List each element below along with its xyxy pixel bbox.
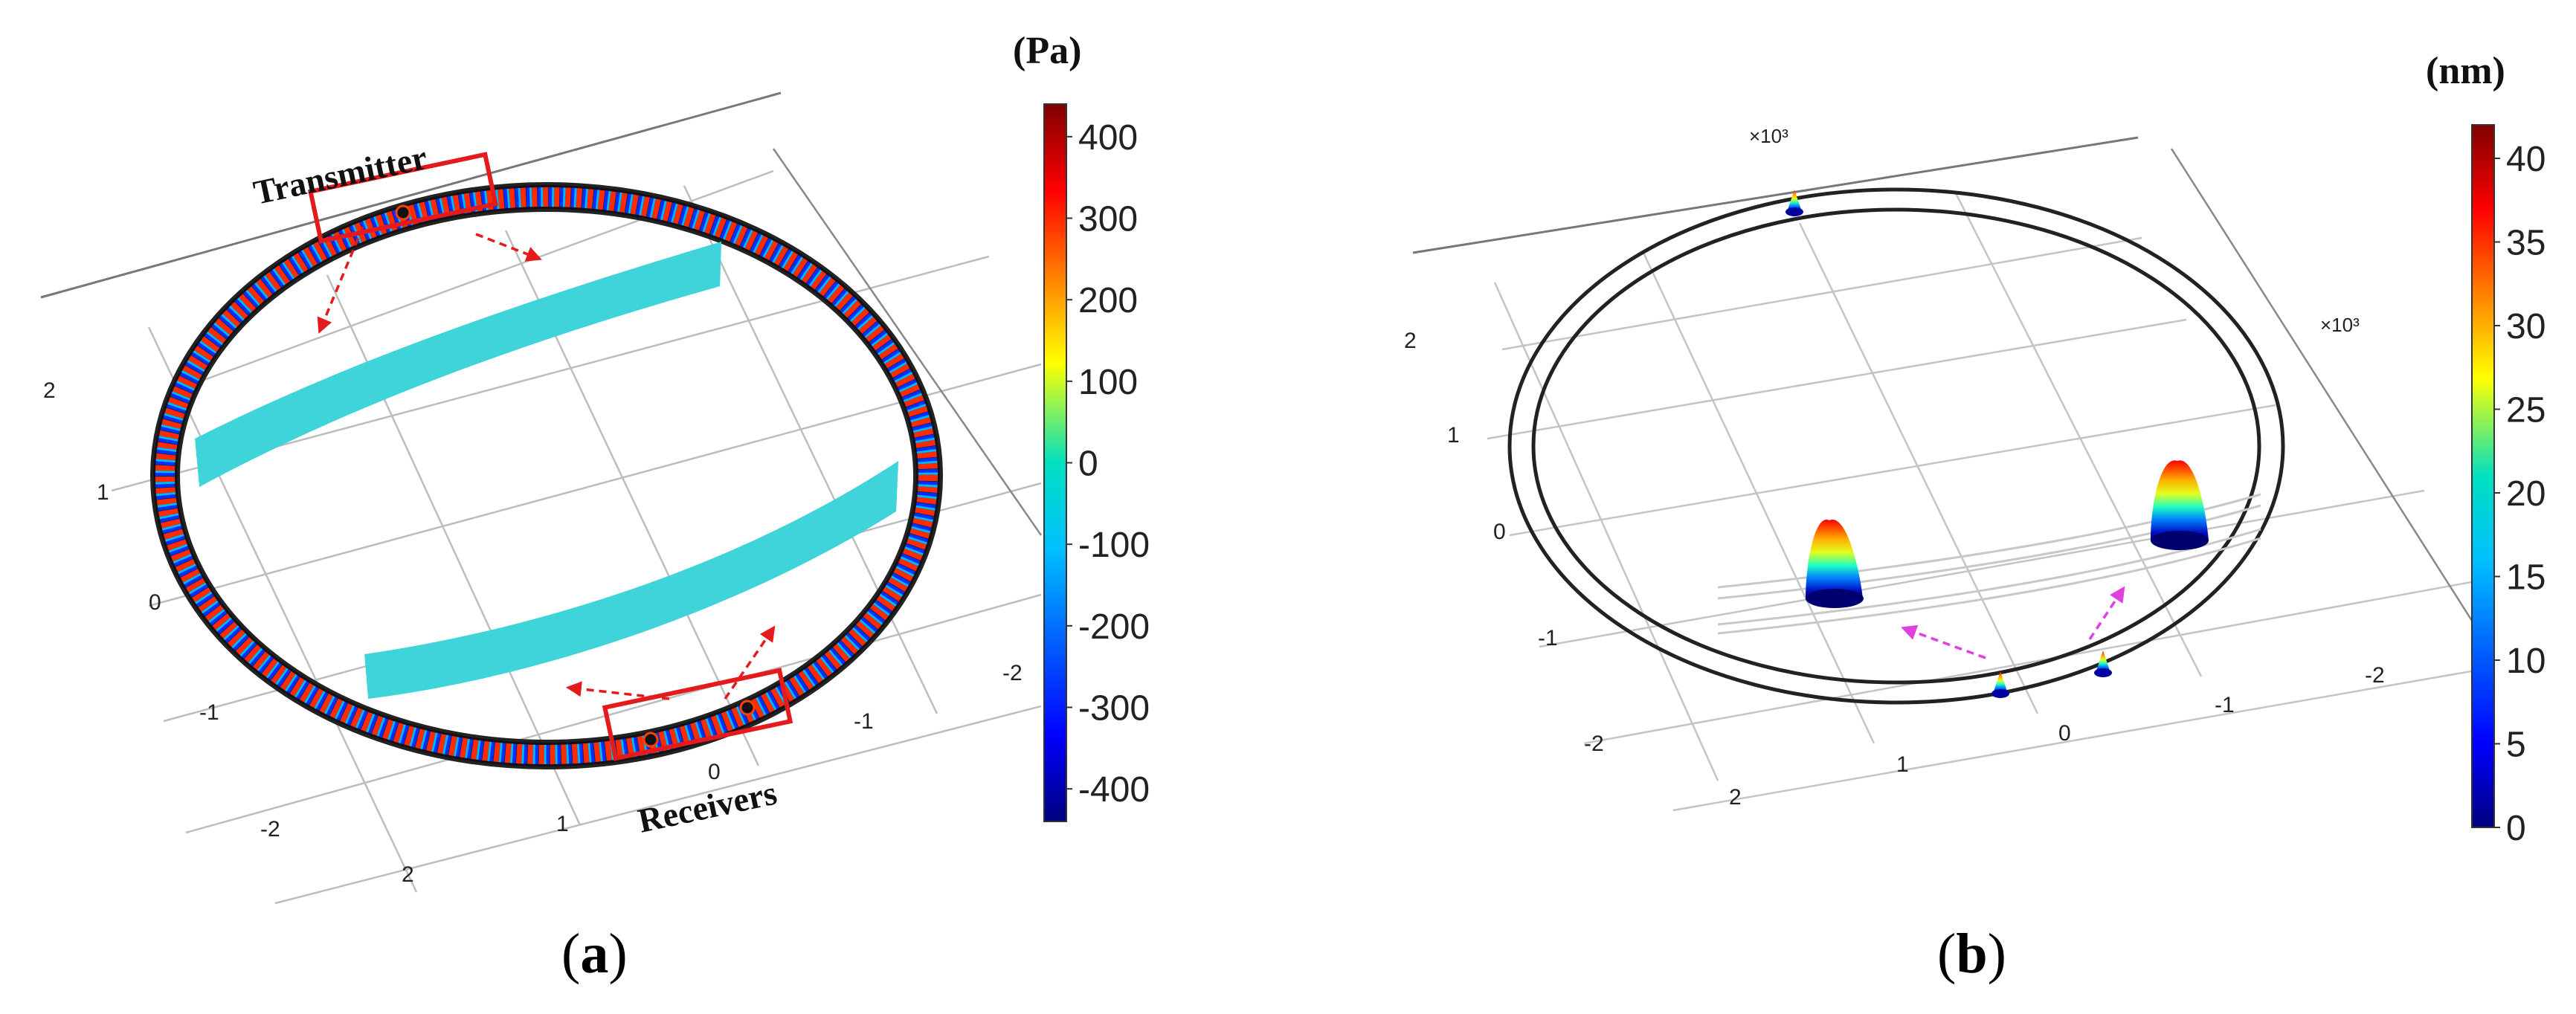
- colorbar-tick-label: 35: [2506, 224, 2546, 263]
- colorbar-tick-label: 40: [2506, 140, 2546, 179]
- receivers-box: [602, 668, 793, 761]
- panel-b-ring: [1507, 187, 2285, 705]
- colorbar-tick-label: 10: [2506, 642, 2546, 681]
- tick-a-left-neg1: -1: [199, 700, 219, 725]
- tick-a-right-neg1: -1: [854, 709, 874, 734]
- scale-label-top: ×10³: [1749, 125, 1788, 147]
- small-cone-bottom-1: [1991, 671, 2009, 698]
- transmitter-marker: [395, 204, 411, 221]
- panel-b-arrows: [1901, 586, 2125, 659]
- colorbar-tick-label: 15: [2506, 558, 2546, 598]
- caption-a: (a): [561, 922, 628, 986]
- colorbar-tick-label: 0: [2506, 809, 2526, 848]
- large-cone-left: [1806, 520, 1864, 608]
- panel-a-axis-ticks: 2 1 0 -1 -2 0 1 2 -1 -2: [43, 378, 1023, 887]
- colorbar-tick-label: 400: [1078, 118, 1138, 158]
- acoustic-ring: [150, 182, 943, 769]
- tick-b-left-2: 2: [1404, 329, 1417, 353]
- colorbar-tick-label: 0: [1078, 445, 1098, 484]
- panel-b-grid: [1412, 136, 2485, 812]
- caption-b-close: ): [1987, 923, 2006, 985]
- panel-a-colorbar-bar: [1043, 103, 1067, 822]
- colorbar-tick-label: 300: [1078, 200, 1138, 239]
- colorbar-tick-label: 25: [2506, 391, 2546, 430]
- panel-b-unit: (nm): [2426, 50, 2505, 92]
- upper-zoom-band: [195, 242, 721, 487]
- colorbar-tick-label: -400: [1078, 770, 1150, 810]
- tick-a-bottom-1: 1: [556, 812, 569, 836]
- panel-b-colorbar: (nm) 40 35 30 25 20 15 10 5 0: [2426, 50, 2546, 848]
- colorbar-tick-label: 5: [2506, 726, 2526, 765]
- caption-a-close: ): [608, 923, 628, 985]
- tick-b-bottom-neg1: -1: [2215, 693, 2235, 717]
- tick-a-right-neg2: -2: [1002, 661, 1023, 685]
- tick-b-left-neg2: -2: [1584, 732, 1604, 756]
- large-cone-right: [2151, 460, 2209, 550]
- caption-a-letter: a: [580, 923, 609, 985]
- tick-a-left-neg2: -2: [260, 817, 280, 842]
- panel-a: Transmitter Receivers 2 1 0 -1 -2 0 1 2 …: [40, 30, 1150, 905]
- panel-a-colorbar: (Pa) 400 300 200 100 0 -100 -200 -300 -400: [1013, 30, 1150, 822]
- tick-a-left-0: 0: [149, 590, 161, 615]
- receiver-marker-1: [643, 732, 659, 748]
- tick-a-left-2: 2: [43, 378, 56, 403]
- tick-b-left-0: 0: [1493, 520, 1506, 544]
- colorbar-tick-label: 200: [1078, 281, 1138, 320]
- small-cone-top: [1786, 190, 1803, 216]
- tick-b-extra-2: 2: [1729, 785, 1742, 810]
- colorbar-tick-label: 30: [2506, 307, 2546, 346]
- tick-b-bottom-1: 1: [1896, 752, 1909, 777]
- transmitter-box: [307, 152, 499, 244]
- receiver-marker-2: [739, 700, 756, 716]
- caption-b-letter: b: [1956, 923, 1988, 985]
- tick-a-left-1: 1: [97, 480, 109, 505]
- colorbar-tick-label: 100: [1078, 363, 1138, 402]
- caption-a-open: (: [561, 923, 581, 985]
- colorbar-tick-label: -200: [1078, 607, 1150, 647]
- colorbar-tick-label: -300: [1078, 688, 1150, 728]
- transmitter-label: Transmitter: [250, 138, 430, 212]
- colorbar-tick-label: -100: [1078, 526, 1150, 565]
- panel-b-axis-ticks: 2 1 0 -1 -2 1 0 -1 2 -2: [1404, 329, 2385, 810]
- panel-b: ×10³ ×10³ 2 1 0 -1 -2 1 0 -1 2 -2 (nm) 4…: [1404, 50, 2546, 848]
- tick-b-bottom-0: 0: [2058, 721, 2071, 746]
- caption-b-open: (: [1937, 923, 1957, 985]
- panel-a-unit: (Pa): [1013, 30, 1081, 72]
- tick-b-left-1: 1: [1447, 423, 1460, 448]
- caption-b: (b): [1937, 922, 2006, 986]
- tick-b-left-neg1: -1: [1538, 626, 1558, 650]
- panel-b-colorbar-bar: [2471, 124, 2495, 828]
- scale-label-right: ×10³: [2320, 314, 2360, 336]
- tick-a-bottom-0: 0: [708, 760, 721, 784]
- colorbar-tick-label: 20: [2506, 474, 2546, 514]
- lower-zoom-band: [364, 461, 898, 699]
- panel-a-arrows: [317, 226, 776, 700]
- tick-b-right-neg2: -2: [2365, 663, 2385, 688]
- small-cone-bottom-2: [2094, 650, 2112, 677]
- tick-a-bottom-2: 2: [402, 862, 414, 887]
